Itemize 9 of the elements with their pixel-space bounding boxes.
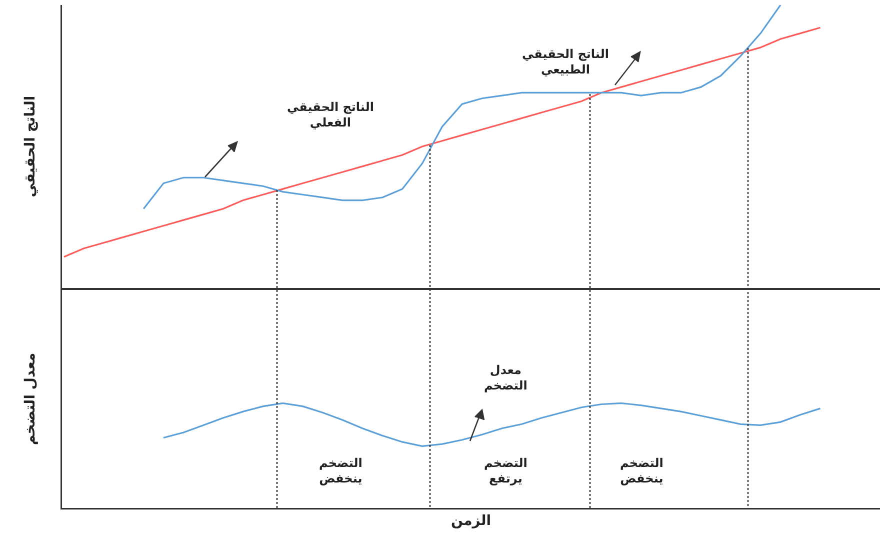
text: معدل التضخم xyxy=(484,363,528,393)
annotation: التضخم يرتفع xyxy=(484,456,528,486)
annotation: الناتج الحقيقي الفعلي xyxy=(287,100,374,130)
annotation: التضخم ينخفض xyxy=(319,456,362,486)
x-axis-title: الزمن xyxy=(450,512,492,529)
annotation: الناتج الحقيقي الطبيعي xyxy=(522,47,609,77)
y-axis-title: الناتج الحقيقي xyxy=(22,96,38,198)
y-axis-title: معدل التضخم xyxy=(22,352,38,446)
annotation: التضخم ينخفض xyxy=(620,456,664,486)
